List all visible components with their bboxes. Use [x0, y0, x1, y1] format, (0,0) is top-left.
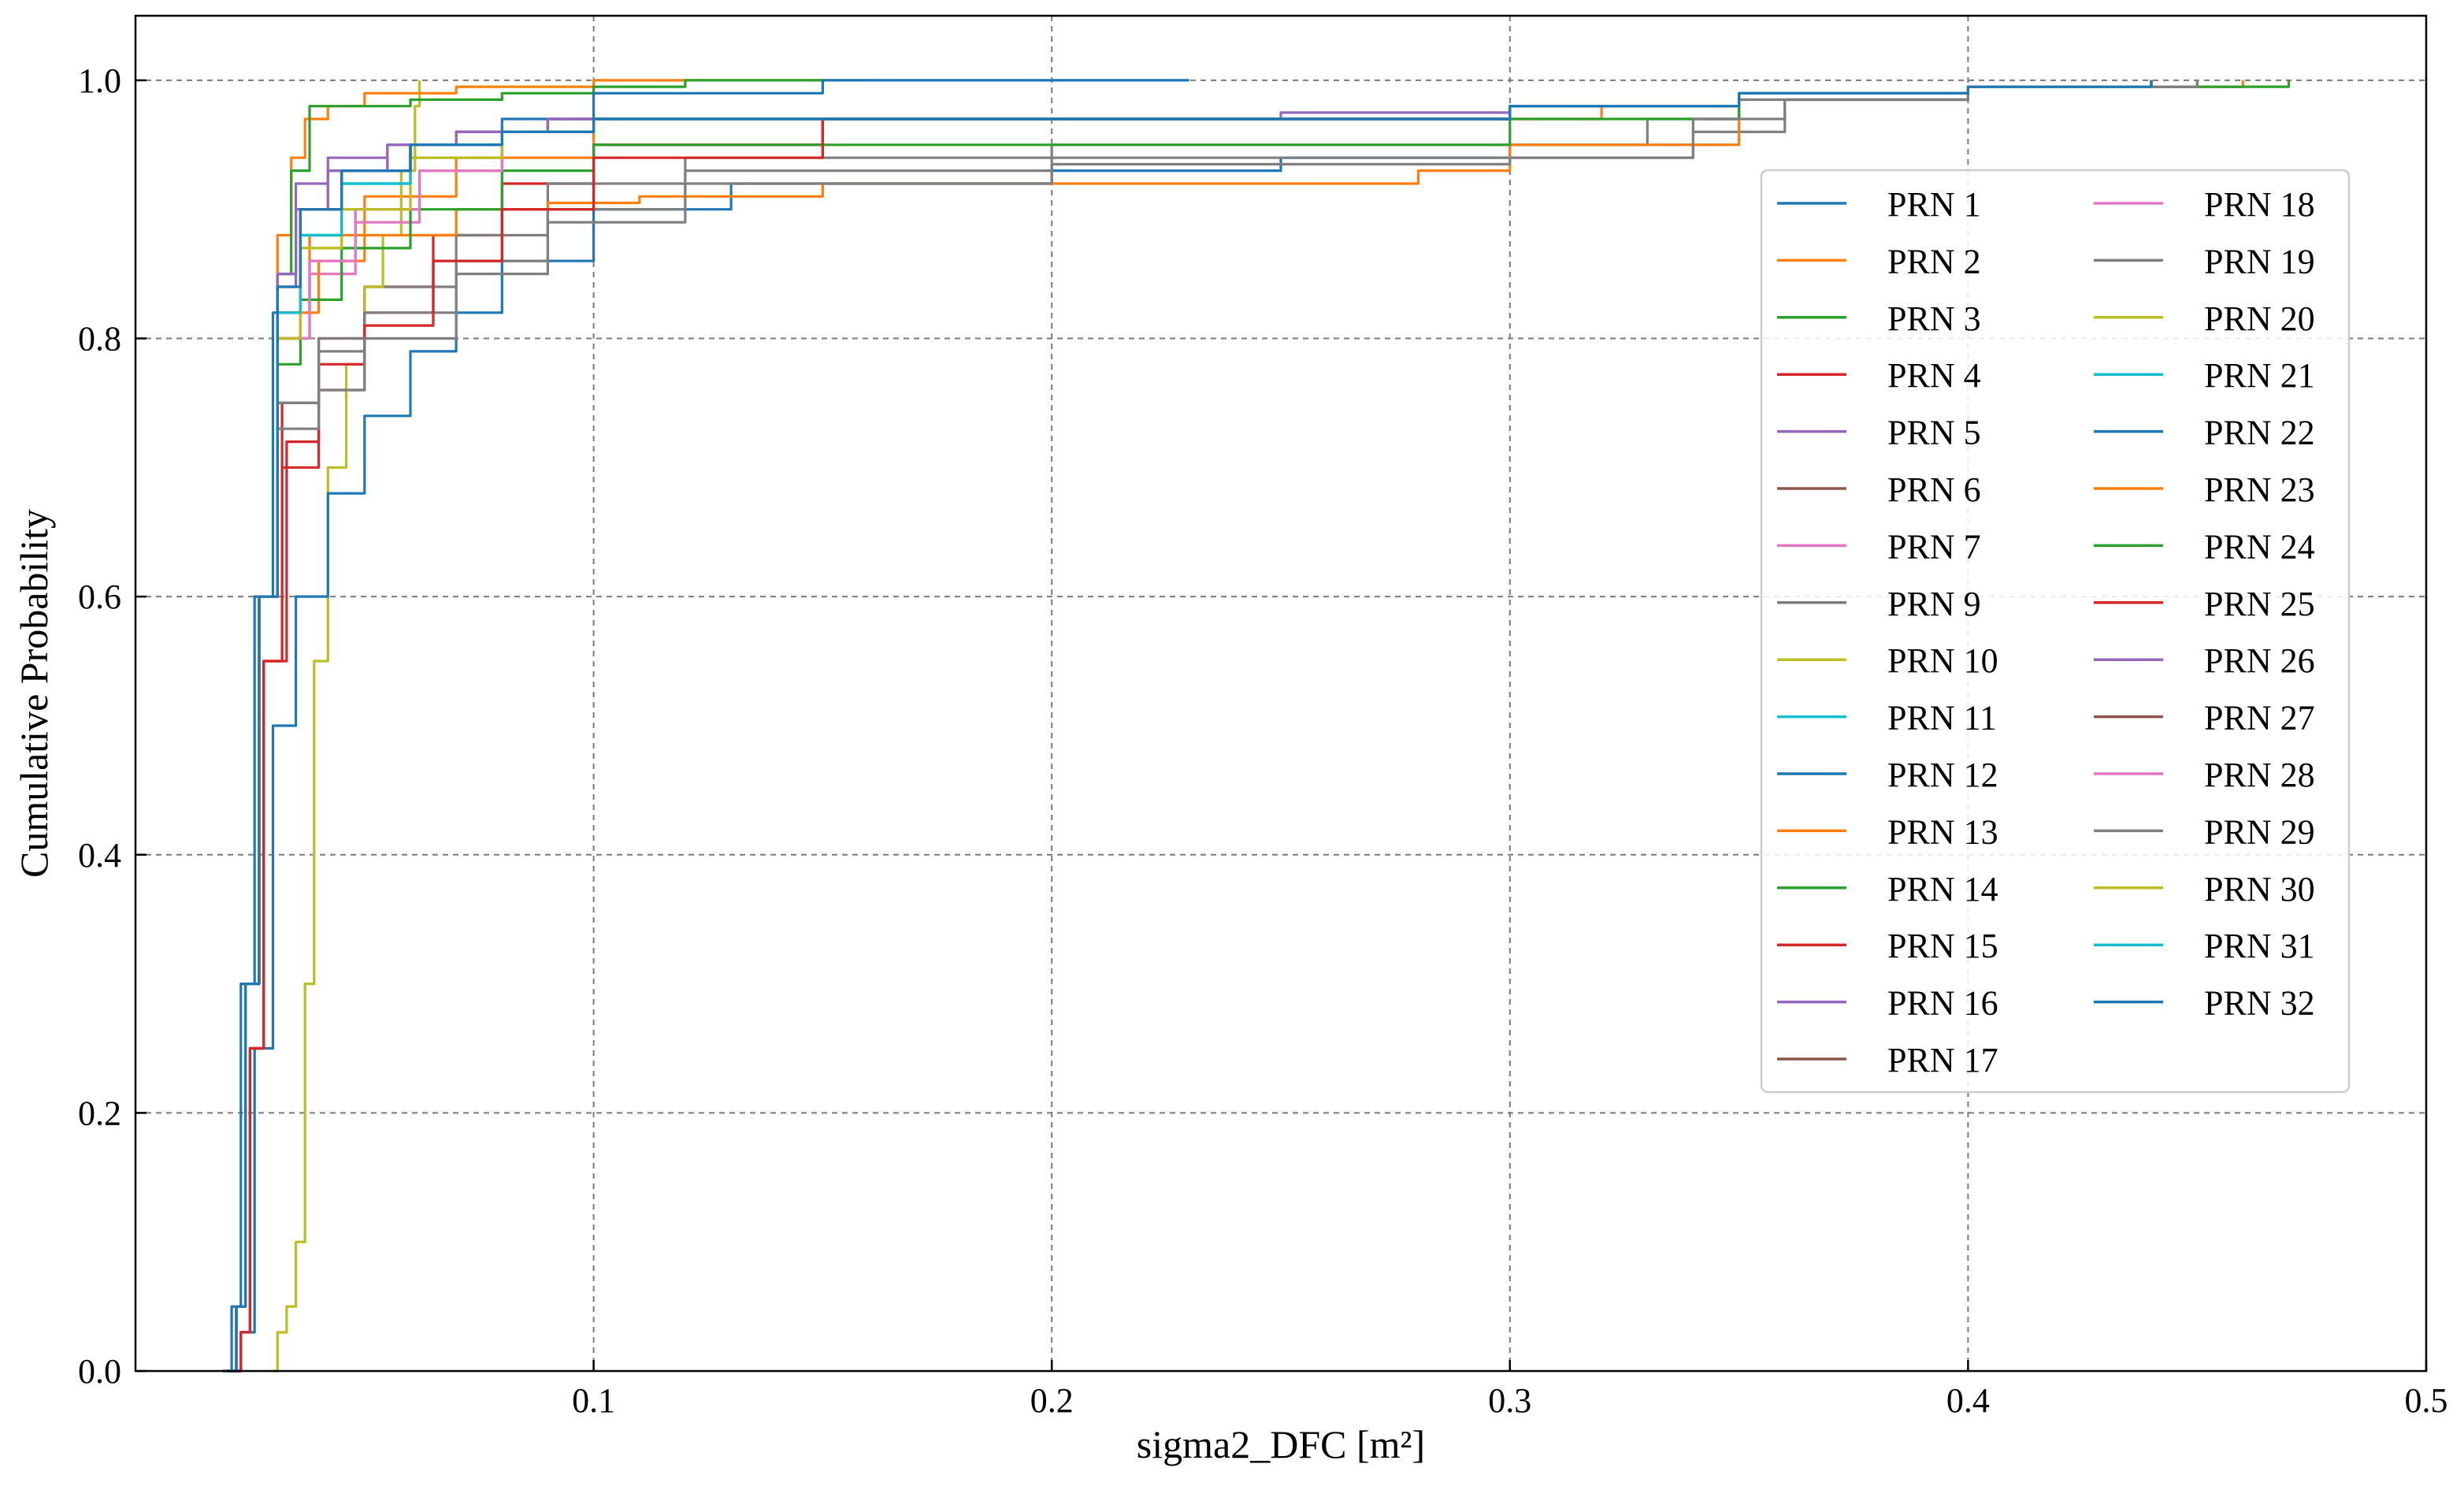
legend-label: PRN 32: [2204, 984, 2315, 1023]
legend-label: PRN 20: [2204, 299, 2315, 338]
legend-label: PRN 6: [1887, 470, 1981, 509]
legend-label: PRN 9: [1887, 585, 1981, 623]
legend-label: PRN 18: [2204, 185, 2315, 224]
legend-box: [1760, 169, 2351, 1094]
y-axis-label: Cumulative Probability: [12, 509, 56, 878]
legend-label: PRN 13: [1887, 812, 1998, 851]
legend-label: PRN 14: [1887, 870, 1998, 908]
series-lines: [222, 79, 2291, 1373]
legend-label: PRN 11: [1887, 699, 1997, 738]
legend-label: PRN 5: [1887, 414, 1981, 452]
legend-label: PRN 4: [1887, 356, 1981, 395]
legend-label: PRN 31: [2204, 927, 2315, 965]
y-tick-label: 0.8: [78, 320, 121, 359]
axis-ticks: 0.1 0.2 0.3 0.4 0.5 0.0 0.2 0.4 0.6 0.8 1.0: [78, 61, 2448, 1420]
legend-label: PRN 2: [1887, 242, 1981, 281]
legend-label: PRN 28: [2204, 756, 2315, 794]
legend-label: PRN 7: [1887, 527, 1981, 566]
legend-label: PRN 15: [1887, 927, 1998, 965]
legend-label: PRN 17: [1887, 1041, 1998, 1079]
legend-label: PRN 16: [1887, 984, 1998, 1023]
y-tick-label: 0.2: [78, 1094, 121, 1132]
x-tick-label: 0.5: [2405, 1381, 2448, 1420]
legend-label: PRN 21: [2204, 356, 2315, 395]
x-tick-label: 0.1: [572, 1381, 615, 1420]
legend-label: PRN 27: [2204, 699, 2315, 738]
x-axis-label: sigma2_DFC [m²]: [1137, 1422, 1425, 1466]
legend-label: PRN 22: [2204, 414, 2315, 452]
legend-label: PRN 29: [2204, 812, 2315, 851]
y-tick-label: 0.6: [78, 578, 121, 616]
legend-label: PRN 25: [2204, 585, 2315, 623]
series-line-prn-32: [227, 80, 2153, 1373]
legend-label: PRN 10: [1887, 641, 1998, 680]
legend-label: PRN 19: [2204, 242, 2315, 281]
plot-frame: [134, 14, 2428, 1373]
y-tick-label: 1.0: [78, 61, 121, 100]
legend-label: PRN 1: [1887, 185, 1981, 224]
legend-label: PRN 12: [1887, 756, 1998, 794]
legend-label: PRN 30: [2204, 870, 2315, 908]
legend: PRN 1 PRN 2 PRN 3 PRN 4 PRN 5 PRN 6 PRN 7 PRN 9…: [1760, 169, 2351, 1094]
x-tick-label: 0.2: [1030, 1381, 1074, 1420]
legend-label: PRN 24: [2204, 527, 2315, 566]
x-tick-label: 0.3: [1488, 1381, 1531, 1420]
y-tick-label: 0.0: [78, 1352, 121, 1391]
legend-label: PRN 26: [2204, 641, 2315, 680]
legend-label: PRN 23: [2204, 470, 2315, 509]
x-tick-label: 0.4: [1946, 1381, 1990, 1420]
legend-label: PRN 3: [1887, 299, 1981, 338]
y-tick-label: 0.4: [78, 836, 121, 875]
